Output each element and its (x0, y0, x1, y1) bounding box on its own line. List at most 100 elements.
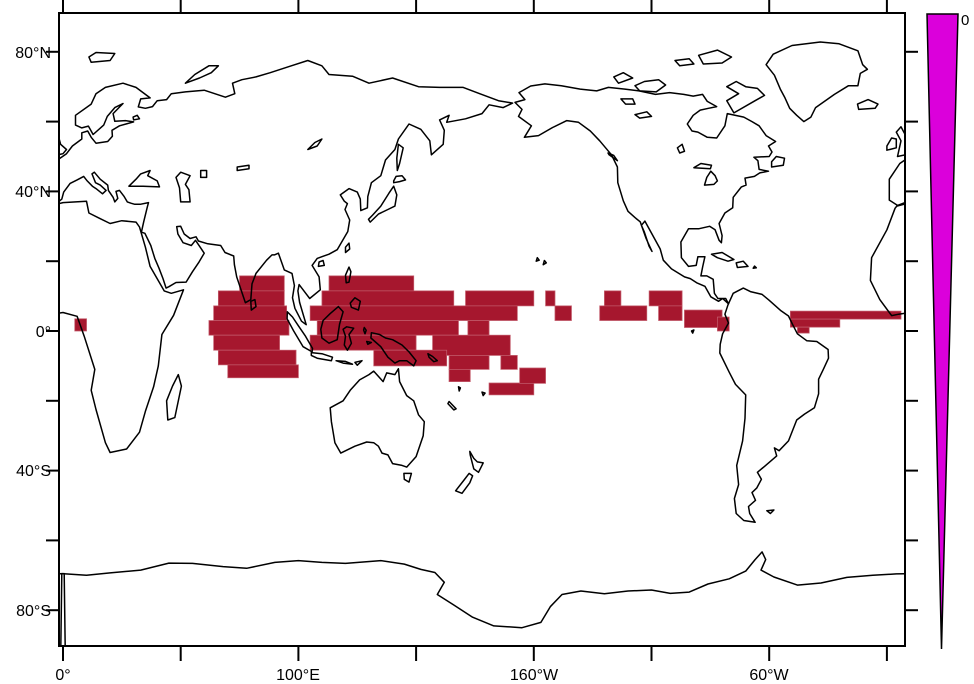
coastline-polygon (634, 111, 653, 119)
y-axis-labels: 80°N 40°N 0° 40°S 80°S (15, 45, 51, 620)
y-axis-label: 40°S (16, 463, 51, 480)
coastline-polygon (367, 185, 398, 223)
coastline-polygon (184, 65, 220, 84)
convection-cell (500, 355, 518, 370)
convection-cell (465, 290, 535, 307)
coastline-polygon (703, 170, 719, 186)
coastline-polygon (128, 169, 161, 188)
coastline-polygon (765, 41, 869, 123)
coastline-polygon (481, 391, 486, 397)
coastline-polygon (869, 203, 905, 317)
x-axis-labels: 0° 100°E 160°W 60°W (55, 667, 789, 684)
coastline-polygon (392, 174, 407, 184)
coastline-polygon (613, 71, 634, 84)
coastline-polygon (317, 259, 326, 268)
coastline-polygon (329, 367, 426, 468)
colorbar-label: 0 (961, 12, 969, 29)
coastline-polygon (199, 169, 208, 179)
convection-cell (309, 334, 417, 351)
coastline-polygon (634, 78, 667, 93)
coastline-polygon (362, 326, 367, 335)
coastline-polygon (726, 80, 766, 114)
coastline-polygon (320, 305, 344, 344)
coastline-polygon (236, 164, 250, 172)
coastline-polygon (735, 260, 749, 269)
x-axis-label: 100°E (276, 667, 320, 684)
coastline-polygon (719, 287, 830, 524)
coastline-polygon (447, 400, 457, 411)
y-axis-label: 80°N (15, 45, 51, 62)
convection-cell (328, 275, 415, 292)
coastline-polygon (349, 297, 362, 311)
convection-cell (213, 305, 288, 321)
coastline-polygon (752, 265, 758, 269)
coastline-polygon (542, 259, 548, 266)
coastline-polygon (469, 450, 484, 474)
convection-cell (684, 309, 723, 328)
coastline-polygon (535, 256, 540, 262)
coastline-polygon (335, 359, 354, 365)
convection-cell (227, 364, 299, 379)
convection-cell (658, 305, 683, 321)
coastline-polygon (514, 83, 777, 305)
coastline-polygon (607, 152, 619, 162)
coastline-polygon (396, 143, 404, 172)
convection-cell (797, 326, 810, 334)
convection-cell (321, 290, 455, 307)
coastline-polygon (676, 143, 686, 154)
coastline-polygon (856, 98, 879, 111)
coastline-polygon (132, 114, 141, 121)
coastline-polygon (457, 386, 462, 392)
data-cells-layer (74, 275, 902, 396)
coastline-polygon (344, 266, 352, 284)
coastline-polygon (365, 340, 373, 346)
convection-cell (448, 369, 471, 382)
coastline-polygon (454, 472, 474, 495)
coastline-polygon (286, 311, 314, 353)
convection-cell (239, 275, 285, 292)
convection-cell (648, 290, 683, 307)
coastline-polygon (344, 242, 351, 254)
coastline-polygon (310, 351, 334, 362)
convection-cell (488, 382, 535, 396)
coastlines (59, 41, 905, 646)
y-axis-label: 80°S (16, 603, 51, 620)
coastline-polygon (59, 200, 185, 454)
coastline-polygon (342, 326, 355, 351)
convection-cell (790, 318, 841, 328)
x-axis-label: 160°W (510, 667, 559, 684)
convection-cell (790, 310, 902, 320)
map-frame (58, 12, 906, 647)
coastline-polygon (175, 171, 191, 203)
coastline-polygon (370, 331, 417, 367)
coastline-polygon (165, 373, 183, 421)
coastline-polygon (427, 352, 439, 363)
coastline-polygon (690, 329, 695, 334)
convection-cell (545, 290, 556, 307)
convection-cell (467, 320, 490, 336)
coastline-polygon (60, 551, 905, 646)
convection-cell (208, 320, 290, 336)
coastline-polygon (620, 98, 636, 105)
coastline-polygon (88, 51, 116, 64)
coastline-polygon (354, 359, 363, 366)
coastline-polygon (403, 472, 413, 483)
convection-cell (217, 349, 297, 366)
coastline-polygon (59, 59, 514, 326)
convection-cell (554, 305, 572, 321)
colorbar-wedge (926, 13, 959, 650)
coastline-polygon (59, 135, 68, 156)
coastline-polygon (307, 138, 323, 151)
y-axis-label: 40°N (15, 184, 51, 201)
coastline-polygon (895, 126, 905, 158)
x-axis-label: 0° (55, 667, 70, 684)
coastline-polygon (250, 298, 257, 311)
axis-ticks (46, 0, 918, 661)
coastline-polygon (886, 137, 898, 151)
y-axis-label: 0° (36, 324, 51, 341)
convection-cell (448, 355, 490, 370)
convection-cell (519, 367, 546, 384)
coastline-polygon (697, 49, 733, 65)
